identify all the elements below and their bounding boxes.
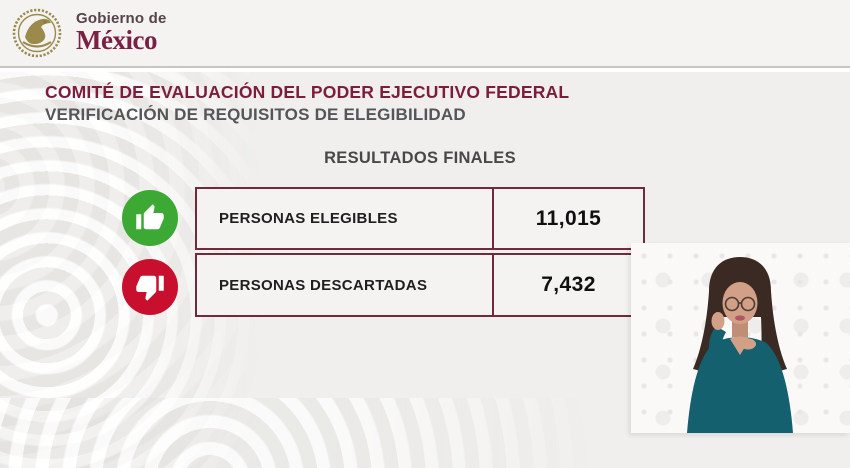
table-row-discarded: PERSONAS DESCARTADAS 7,432	[195, 253, 645, 317]
committee-title: COMITÉ DE EVALUACIÓN DEL PODER EJECUTIVO…	[45, 82, 570, 102]
thumbs-down-glyph	[136, 275, 164, 301]
interpreter-figure	[687, 257, 793, 433]
row-label: PERSONAS ELEGIBLES	[219, 210, 398, 227]
mexico-eagle-seal-icon	[12, 8, 62, 58]
table-row-eligible: PERSONAS ELEGIBLES 11,015	[195, 187, 645, 250]
watermark-pattern-bottom	[0, 398, 600, 468]
header-bar: Gobierno de México	[0, 0, 850, 68]
brand-line2: México	[76, 25, 157, 55]
verification-subtitle: VERIFICACIÓN DE REQUISITOS DE ELEGIBILID…	[45, 105, 466, 124]
results-heading: RESULTADOS FINALES	[324, 149, 516, 167]
brand-line1: Gobierno de	[76, 10, 167, 27]
row-value: 11,015	[492, 189, 643, 248]
thumbs-down-icon	[122, 259, 178, 315]
row-label: PERSONAS DESCARTADAS	[219, 276, 428, 294]
thumbs-up-icon	[122, 190, 178, 246]
sign-language-interpreter-video	[631, 243, 850, 433]
government-logo: Gobierno de México	[76, 11, 167, 54]
thumbs-up-glyph	[136, 204, 164, 230]
row-value: 7,432	[492, 255, 643, 315]
